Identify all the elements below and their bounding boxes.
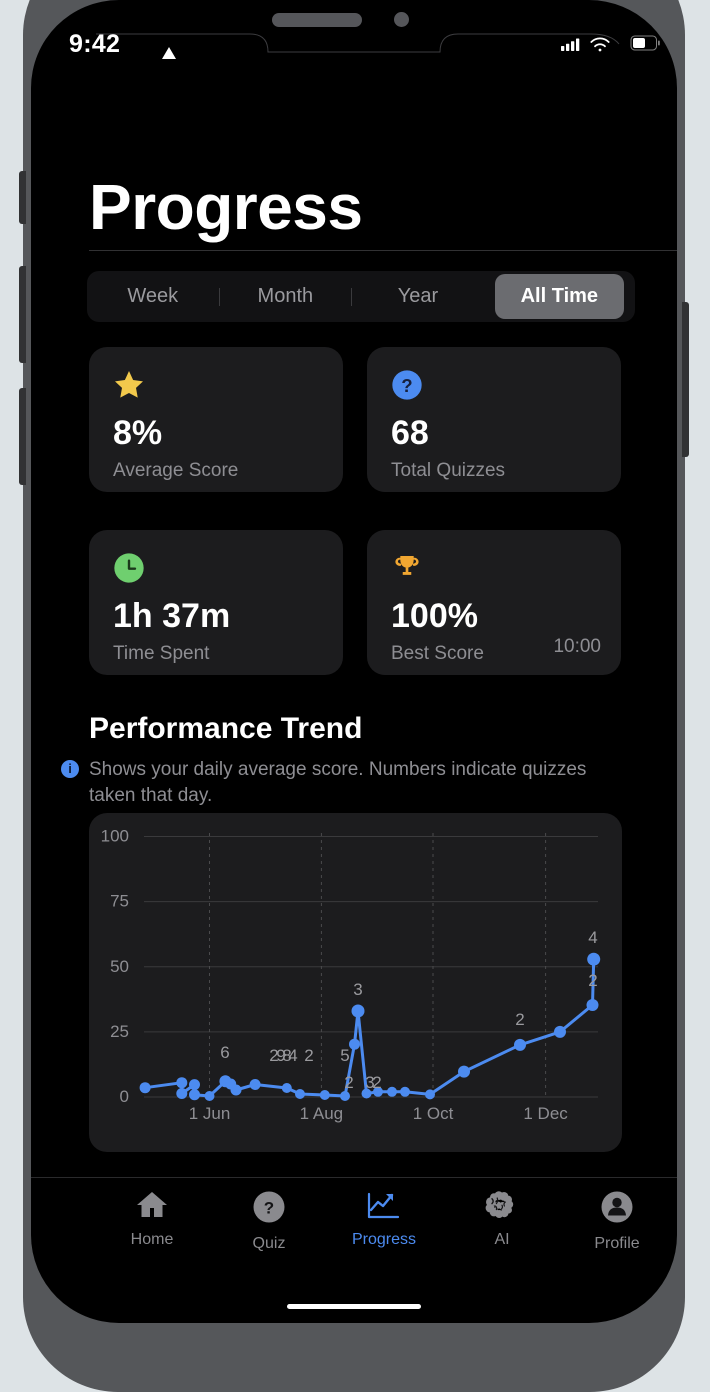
- svg-text:2: 2: [588, 971, 597, 990]
- svg-text:1 Aug: 1 Aug: [300, 1104, 344, 1123]
- svg-text:2: 2: [515, 1010, 524, 1029]
- svg-text:2: 2: [344, 1073, 353, 1092]
- svg-text:2: 2: [304, 1046, 313, 1065]
- svg-text:4: 4: [588, 928, 597, 947]
- svg-text:2: 2: [372, 1073, 381, 1092]
- svg-text:50: 50: [110, 957, 129, 976]
- svg-text:75: 75: [110, 892, 129, 911]
- svg-text:5: 5: [340, 1046, 349, 1065]
- svg-text:100: 100: [101, 827, 129, 846]
- svg-text:?: ?: [401, 375, 412, 396]
- svg-text:1 Oct: 1 Oct: [413, 1104, 454, 1123]
- svg-text:25: 25: [110, 1022, 129, 1041]
- svg-text:1 Jun: 1 Jun: [189, 1104, 231, 1123]
- svg-text:?: ?: [264, 1199, 274, 1218]
- svg-text:3: 3: [353, 980, 362, 999]
- svg-text:0: 0: [120, 1087, 129, 1106]
- svg-text:6: 6: [220, 1043, 229, 1062]
- svg-text:4: 4: [288, 1046, 297, 1065]
- svg-text:1 Dec: 1 Dec: [523, 1104, 568, 1123]
